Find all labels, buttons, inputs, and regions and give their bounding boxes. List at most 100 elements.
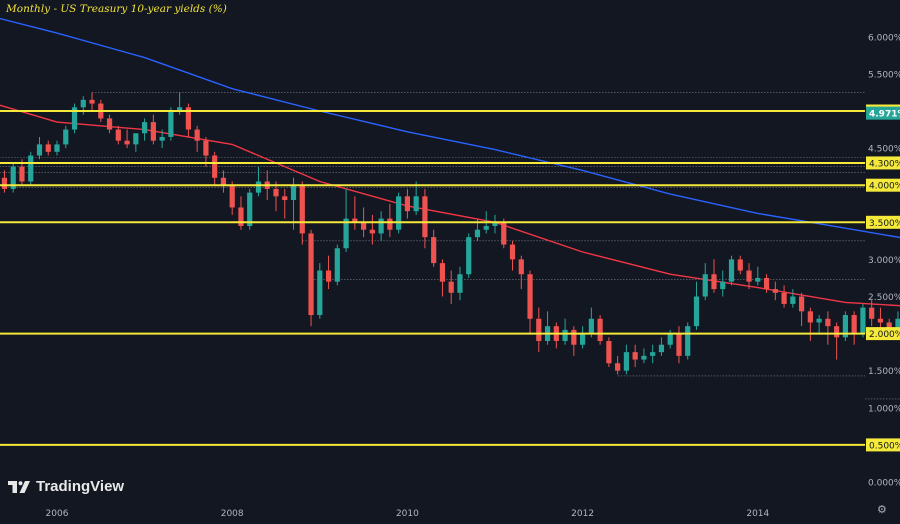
candle-body[interactable] <box>842 315 848 338</box>
candle-body[interactable] <box>869 307 875 319</box>
candle-body[interactable] <box>816 318 822 323</box>
candle-body[interactable] <box>781 292 787 304</box>
candle-body[interactable] <box>229 185 235 208</box>
candle-body[interactable] <box>10 166 16 189</box>
candle-body[interactable] <box>632 352 638 360</box>
candle-body[interactable] <box>28 155 34 182</box>
candle-body[interactable] <box>133 133 139 145</box>
candle-body[interactable] <box>369 229 375 234</box>
candle-body[interactable] <box>299 185 305 234</box>
candle-body[interactable] <box>63 129 69 145</box>
candle-body[interactable] <box>203 140 209 156</box>
candle-body[interactable] <box>334 248 340 282</box>
candle-body[interactable] <box>54 144 60 152</box>
candle-body[interactable] <box>693 296 700 327</box>
candle-body[interactable] <box>387 218 393 230</box>
candle-body[interactable] <box>422 196 428 238</box>
candle-body[interactable] <box>658 344 665 353</box>
candle-body[interactable] <box>273 188 279 197</box>
candle-body[interactable] <box>404 196 410 212</box>
candle-body[interactable] <box>641 355 647 360</box>
candle-body[interactable] <box>763 277 770 290</box>
candle-body[interactable] <box>343 218 349 249</box>
candle-body[interactable] <box>308 233 314 316</box>
candle-body[interactable] <box>1 177 8 189</box>
candle-body[interactable] <box>702 274 708 297</box>
candle-body[interactable] <box>247 192 253 227</box>
candle-body[interactable] <box>860 307 866 334</box>
candle-body[interactable] <box>825 318 831 327</box>
candle-body[interactable] <box>290 185 297 201</box>
gear-icon[interactable]: ⚙ <box>877 503 887 516</box>
candle-body[interactable] <box>562 329 568 342</box>
candle-body[interactable] <box>834 326 840 338</box>
candle-body[interactable] <box>755 277 761 282</box>
candle-body[interactable] <box>439 263 446 282</box>
candle-body[interactable] <box>177 107 183 111</box>
candle-body[interactable] <box>89 99 95 104</box>
candle-body[interactable] <box>282 196 288 201</box>
candle-body[interactable] <box>194 129 200 141</box>
candle-body[interactable] <box>588 318 594 334</box>
candle-body[interactable] <box>492 222 498 227</box>
candle-body[interactable] <box>667 333 673 345</box>
candle-body[interactable] <box>720 281 726 290</box>
candle-body[interactable] <box>886 322 892 330</box>
candle-body[interactable] <box>711 274 717 290</box>
candle-body[interactable] <box>737 259 743 271</box>
candle-body[interactable] <box>790 296 796 304</box>
candle-body[interactable] <box>772 289 778 293</box>
candle-body[interactable] <box>36 144 43 156</box>
candle-body[interactable] <box>615 363 621 371</box>
candle-body[interactable] <box>378 218 384 234</box>
candle-body[interactable] <box>746 270 752 282</box>
candle-body[interactable] <box>571 329 577 345</box>
candle-body[interactable] <box>676 333 682 356</box>
candle-body[interactable] <box>168 111 174 137</box>
candle-body[interactable] <box>483 226 489 230</box>
candle-body[interactable] <box>728 259 735 282</box>
candle-body[interactable] <box>509 244 516 260</box>
time-axis[interactable]: 2006200820102012201420162018202020222024 <box>46 509 900 519</box>
candle-body[interactable] <box>650 352 656 356</box>
candle-body[interactable] <box>536 318 542 342</box>
candle-body[interactable] <box>431 237 437 264</box>
candle-body[interactable] <box>71 107 78 130</box>
candle-body[interactable] <box>150 122 156 141</box>
candle-body[interactable] <box>501 222 507 245</box>
candle-body[interactable] <box>413 196 419 212</box>
candle-body[interactable] <box>352 218 358 223</box>
candle-body[interactable] <box>623 352 629 371</box>
candle-body[interactable] <box>527 274 533 319</box>
candle-body[interactable] <box>466 237 472 275</box>
candle-body[interactable] <box>895 318 900 330</box>
candle-body[interactable] <box>159 136 165 141</box>
candle-body[interactable] <box>45 144 51 152</box>
candle-body[interactable] <box>851 315 857 334</box>
candle-body[interactable] <box>106 118 113 130</box>
candle-body[interactable] <box>115 129 121 141</box>
candle-body[interactable] <box>238 207 244 227</box>
candle-body[interactable] <box>396 196 402 230</box>
candle-body[interactable] <box>220 177 227 186</box>
candle-body[interactable] <box>597 318 603 342</box>
candle-body[interactable] <box>457 274 463 293</box>
candle-body[interactable] <box>807 311 813 323</box>
candle-body[interactable] <box>185 107 191 130</box>
candle-body[interactable] <box>361 222 367 230</box>
candle-body[interactable] <box>799 296 805 312</box>
candle-body[interactable] <box>255 181 262 193</box>
candle-body[interactable] <box>317 270 323 316</box>
candle-body[interactable] <box>580 333 586 345</box>
candle-body[interactable] <box>80 99 86 108</box>
candle-body[interactable] <box>474 229 481 238</box>
candle-body[interactable] <box>518 259 524 275</box>
candle-body[interactable] <box>325 270 332 282</box>
candle-body[interactable] <box>212 155 218 178</box>
candle-body[interactable] <box>142 122 148 134</box>
candle-body[interactable] <box>685 326 691 356</box>
candle-body[interactable] <box>606 341 612 364</box>
candle-body[interactable] <box>19 166 25 182</box>
price-axis[interactable]: 6.000% 5.500% 4.500% 3.000% 2.500% 1.500% 1.00… <box>866 33 900 489</box>
